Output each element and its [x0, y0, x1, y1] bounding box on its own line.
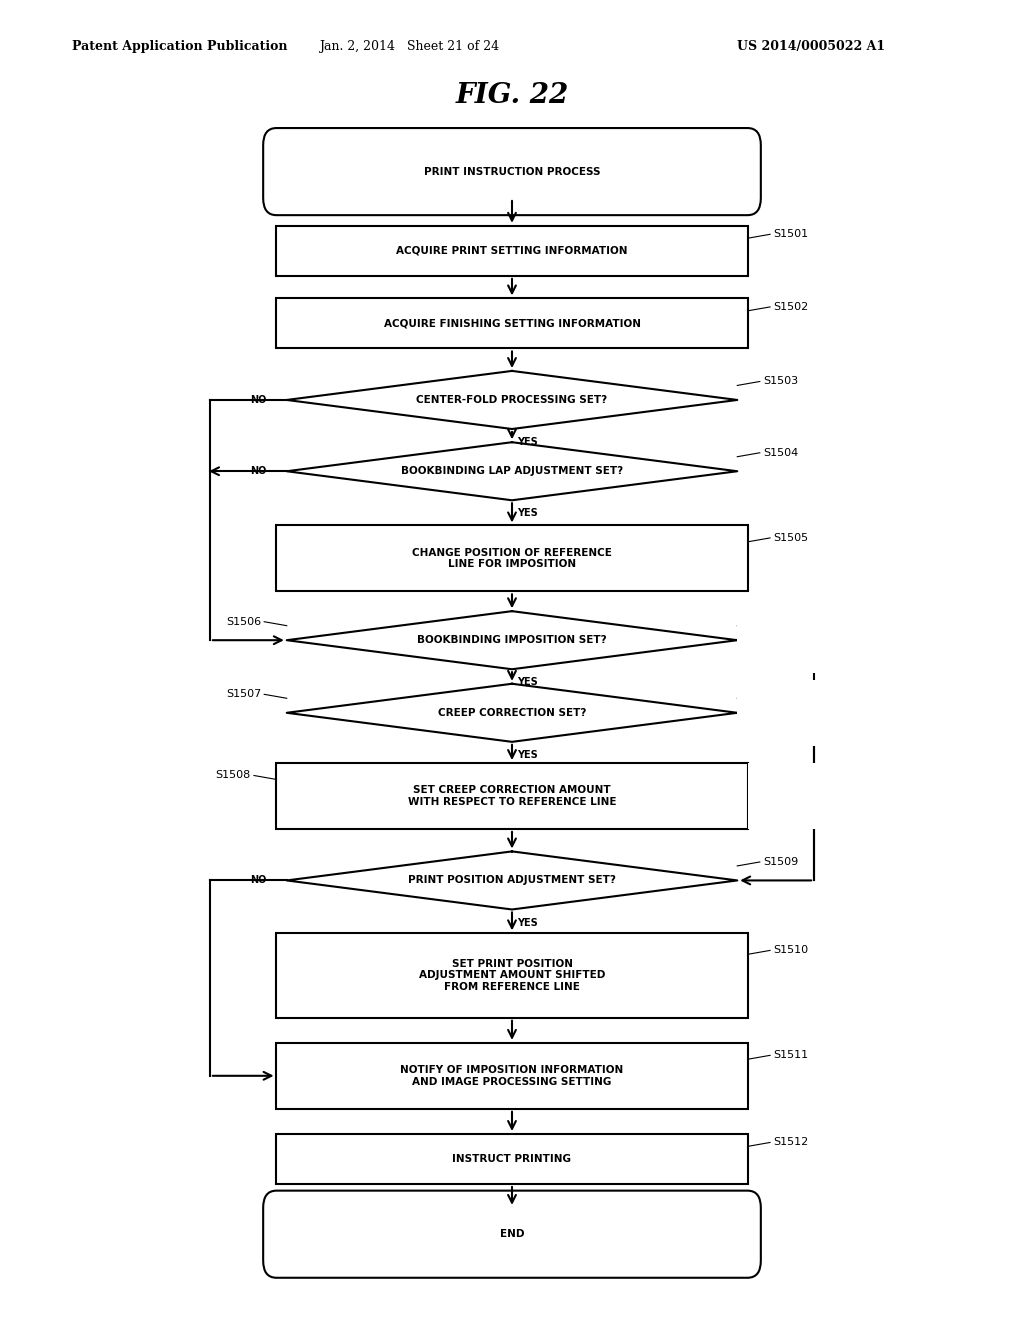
Text: S1506: S1506: [763, 616, 798, 627]
Text: S1504: S1504: [763, 447, 798, 458]
Bar: [748, 763, 870, 829]
Text: Jan. 2, 2014   Sheet 21 of 24: Jan. 2, 2014 Sheet 21 of 24: [319, 40, 500, 53]
Text: BOOKBINDING IMPOSITION SET?: BOOKBINDING IMPOSITION SET?: [417, 635, 607, 645]
Text: SET CREEP CORRECTION AMOUNT
WITH RESPECT TO REFERENCE LINE: SET CREEP CORRECTION AMOUNT WITH RESPECT…: [408, 785, 616, 807]
Text: ACQUIRE FINISHING SETTING INFORMATION: ACQUIRE FINISHING SETTING INFORMATION: [384, 318, 640, 329]
Text: CENTER-FOLD PROCESSING SET?: CENTER-FOLD PROCESSING SET?: [417, 395, 607, 405]
Text: YES: YES: [517, 508, 538, 519]
Text: S1506: S1506: [226, 616, 261, 627]
Text: Patent Application Publication: Patent Application Publication: [72, 40, 287, 53]
Text: CREEP CORRECTION SET?: CREEP CORRECTION SET?: [438, 708, 586, 718]
Text: S1502: S1502: [773, 302, 808, 312]
Polygon shape: [287, 851, 737, 909]
FancyBboxPatch shape: [263, 1191, 761, 1278]
Bar: [276, 763, 748, 829]
Bar: [276, 226, 748, 276]
FancyBboxPatch shape: [263, 128, 761, 215]
Text: S1511: S1511: [773, 1051, 808, 1060]
Text: PRINT POSITION ADJUSTMENT SET?: PRINT POSITION ADJUSTMENT SET?: [408, 875, 616, 886]
Bar: [737, 607, 860, 673]
Bar: [276, 298, 748, 348]
Text: NO: NO: [250, 466, 266, 477]
Text: NO: NO: [758, 635, 774, 645]
Text: CHANGE POSITION OF REFERENCE
LINE FOR IMPOSITION: CHANGE POSITION OF REFERENCE LINE FOR IM…: [412, 548, 612, 569]
Bar: [276, 1043, 748, 1109]
Text: S1508: S1508: [773, 771, 808, 780]
Text: S1505: S1505: [773, 533, 808, 543]
Text: YES: YES: [517, 437, 538, 447]
Bar: [276, 525, 748, 591]
Text: S1507: S1507: [763, 689, 798, 700]
Text: BOOKBINDING LAP ADJUSTMENT SET?: BOOKBINDING LAP ADJUSTMENT SET?: [401, 466, 623, 477]
Text: PRINT INSTRUCTION PROCESS: PRINT INSTRUCTION PROCESS: [424, 166, 600, 177]
Text: NOTIFY OF IMPOSITION INFORMATION
AND IMAGE PROCESSING SETTING: NOTIFY OF IMPOSITION INFORMATION AND IMA…: [400, 1065, 624, 1086]
Text: S1508: S1508: [216, 771, 251, 780]
Text: S1512: S1512: [773, 1138, 808, 1147]
Text: SET PRINT POSITION
ADJUSTMENT AMOUNT SHIFTED
FROM REFERENCE LINE: SET PRINT POSITION ADJUSTMENT AMOUNT SHI…: [419, 958, 605, 993]
Polygon shape: [287, 442, 737, 500]
Bar: [276, 933, 748, 1018]
Text: S1509: S1509: [763, 857, 798, 867]
Polygon shape: [287, 684, 737, 742]
Text: END: END: [500, 1229, 524, 1239]
Text: ACQUIRE PRINT SETTING INFORMATION: ACQUIRE PRINT SETTING INFORMATION: [396, 246, 628, 256]
Polygon shape: [287, 371, 737, 429]
Text: NO: NO: [758, 708, 774, 718]
Text: S1510: S1510: [773, 945, 808, 956]
Text: US 2014/0005022 A1: US 2014/0005022 A1: [737, 40, 886, 53]
Bar: [276, 1134, 748, 1184]
Text: S1501: S1501: [773, 230, 808, 239]
Text: S1507: S1507: [226, 689, 261, 700]
Text: S1503: S1503: [763, 376, 798, 387]
Text: NO: NO: [250, 395, 266, 405]
Text: YES: YES: [517, 917, 538, 928]
Polygon shape: [287, 611, 737, 669]
Text: YES: YES: [517, 750, 538, 760]
Text: FIG. 22: FIG. 22: [456, 82, 568, 108]
Text: INSTRUCT PRINTING: INSTRUCT PRINTING: [453, 1154, 571, 1164]
Bar: [737, 680, 860, 746]
Text: YES: YES: [517, 677, 538, 688]
Text: NO: NO: [250, 875, 266, 886]
